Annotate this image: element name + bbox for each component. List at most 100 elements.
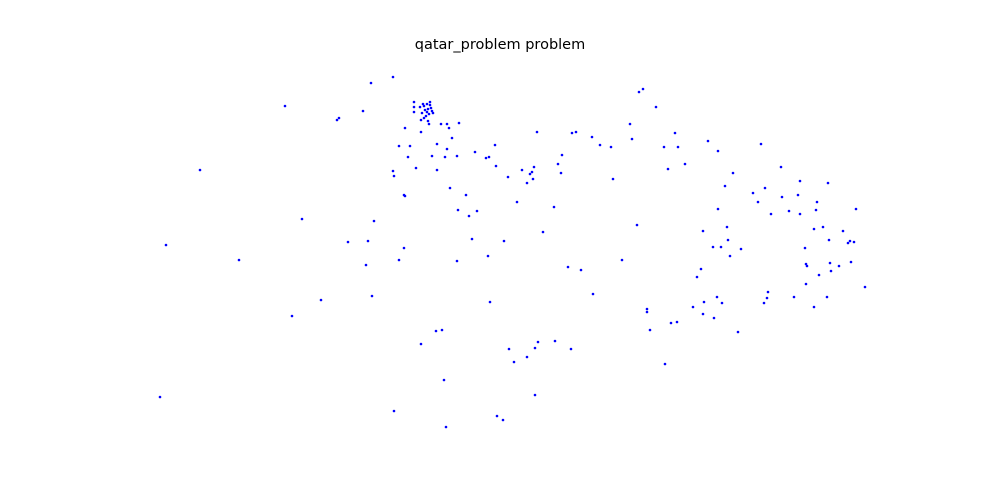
scatter-point	[852, 240, 856, 244]
scatter-point	[515, 200, 519, 204]
scatter-point	[392, 174, 396, 178]
scatter-point	[559, 171, 563, 175]
scatter-point	[425, 102, 429, 106]
scatter-point	[841, 229, 845, 233]
scatter-point	[637, 90, 641, 94]
scatter-point	[423, 108, 427, 112]
scatter-point	[402, 246, 406, 250]
scatter-point	[412, 110, 416, 114]
scatter-point	[475, 209, 479, 213]
scatter-point	[364, 263, 368, 267]
scatter-point	[392, 409, 396, 413]
scatter-point	[712, 316, 716, 320]
scatter-point	[762, 301, 766, 305]
scatter-point	[711, 245, 715, 249]
scatter-point	[720, 301, 724, 305]
scatter-point	[427, 122, 431, 126]
scatter-point	[815, 200, 819, 204]
scatter-point	[473, 150, 477, 154]
scatter-point	[494, 164, 498, 168]
scatter-point	[825, 295, 829, 299]
scatter-point	[408, 144, 412, 148]
scatter-point	[826, 181, 830, 185]
scatter-point	[812, 305, 816, 309]
scatter-point	[426, 107, 430, 111]
scatter-point	[620, 258, 624, 262]
scatter-point	[756, 200, 760, 204]
scatter-point	[739, 247, 743, 251]
scatter-point	[464, 193, 468, 197]
scatter-point	[590, 135, 594, 139]
scatter-point	[863, 285, 867, 289]
scatter-point	[817, 273, 821, 277]
scatter-point	[457, 121, 461, 125]
scatter-point	[447, 126, 451, 130]
scatter-point	[434, 329, 438, 333]
scatter-point	[528, 172, 532, 176]
scatter-point	[442, 378, 446, 382]
scatter-point	[759, 142, 763, 146]
scatter-point	[455, 154, 459, 158]
scatter-point	[566, 265, 570, 269]
scatter-point	[641, 87, 645, 91]
scatter-point	[569, 347, 573, 351]
scatter-point	[502, 239, 506, 243]
scatter-point	[486, 254, 490, 258]
scatter-point	[525, 181, 529, 185]
scatter-point	[418, 105, 422, 109]
scatter-point	[552, 205, 556, 209]
scatter-point	[435, 168, 439, 172]
scatter-point	[467, 214, 471, 218]
scatter-point	[676, 145, 680, 149]
scatter-point	[716, 149, 720, 153]
scatter-point	[426, 119, 430, 123]
scatter-point	[445, 147, 449, 151]
scatter-point	[429, 106, 433, 110]
scatter-point	[804, 282, 808, 286]
scatter-point	[391, 75, 395, 79]
scatter-point	[370, 294, 374, 298]
scatter-point	[431, 111, 435, 115]
scatter-point	[828, 261, 832, 265]
scatter-point	[419, 342, 423, 346]
scatter-point	[780, 195, 784, 199]
scatter-point	[848, 239, 852, 243]
scatter-point	[425, 110, 429, 114]
scatter-point	[701, 229, 705, 233]
scatter-point	[440, 328, 444, 332]
scatter-point	[403, 194, 407, 198]
scatter-point	[765, 296, 769, 300]
scatter-point	[488, 300, 492, 304]
scatter-point	[701, 312, 705, 316]
scatter-point	[673, 131, 677, 135]
scatter-point	[804, 262, 808, 266]
scatter-point	[662, 145, 666, 149]
scatter-point	[691, 305, 695, 309]
scatter-point	[579, 268, 583, 272]
scatter-point	[535, 130, 539, 134]
scatter-point	[361, 109, 365, 113]
scatter-point	[798, 212, 802, 216]
scatter-point	[427, 112, 431, 116]
scatter-point	[837, 264, 841, 268]
scatter-point	[512, 360, 516, 364]
scatter-point	[814, 208, 818, 212]
scatter-point	[456, 208, 460, 212]
scatter-point	[666, 167, 670, 171]
scatter-point	[609, 145, 613, 149]
scatter-point	[598, 143, 602, 147]
scatter-point	[706, 139, 710, 143]
scatter-point	[414, 166, 418, 170]
scatter-point	[495, 414, 499, 418]
scatter-point	[630, 137, 634, 141]
scatter-point	[611, 177, 615, 181]
scatter-point	[731, 171, 735, 175]
scatter-point	[812, 227, 816, 231]
scatter-point	[574, 130, 578, 134]
scatter-point	[507, 347, 511, 351]
scatter-point	[406, 155, 410, 159]
scatter-point	[450, 136, 454, 140]
scatter-point	[397, 144, 401, 148]
scatter-point	[635, 223, 639, 227]
scatter-point	[829, 269, 833, 273]
